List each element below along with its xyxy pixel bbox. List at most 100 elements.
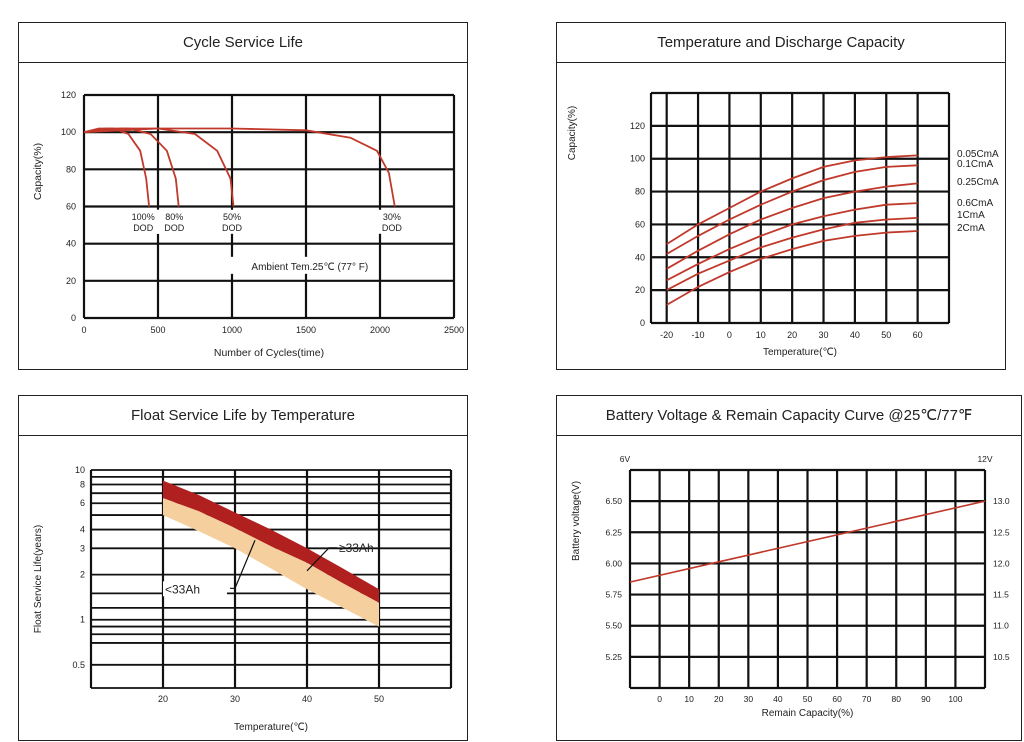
dod-label-bg bbox=[373, 209, 414, 234]
x-tick-label: 20 bbox=[714, 694, 724, 704]
x-tick-label: 50 bbox=[374, 694, 384, 704]
y-tick-label: 5.75 bbox=[605, 590, 622, 600]
voltage-capacity-chart: 0 10 20 30 40 50 60 70 80 90 100 5.25 5.50 5.75 6.00 6.… bbox=[571, 454, 1010, 719]
x-tick-label: 1000 bbox=[222, 325, 242, 335]
y2-tick-label: 11.0 bbox=[993, 621, 1009, 631]
y2-tick-label: 10.5 bbox=[993, 652, 1010, 662]
x-tick-label: 2000 bbox=[370, 325, 390, 335]
y-tick-label: 2 bbox=[80, 570, 85, 580]
y-tick-label: 5.25 bbox=[605, 652, 622, 662]
x-tick-label: 60 bbox=[913, 330, 923, 340]
dod-label-bg bbox=[156, 209, 197, 234]
x-tick-label: 30 bbox=[819, 330, 829, 340]
chart-title: Temperature and Discharge Capacity bbox=[557, 23, 1005, 63]
dod-label-bg bbox=[214, 209, 254, 234]
y-tick-label: 80 bbox=[635, 187, 645, 197]
temp-capacity-chart: -20 -10 0 10 20 30 40 50 60 0 20 40 60 80 100 120 0.05Cm… bbox=[567, 91, 999, 358]
y-tick-label: 60 bbox=[635, 219, 645, 229]
x-tick-label: -20 bbox=[660, 330, 673, 340]
series-line-100dod bbox=[83, 127, 150, 207]
x-tick-label: 20 bbox=[787, 330, 797, 340]
float-life-panel: Float Service Life by Temperature 20 30 40… bbox=[18, 395, 468, 741]
ambient-annotation: Ambient Tem.25℃ (77° F) bbox=[251, 262, 368, 273]
x-tick-label: 1500 bbox=[296, 325, 316, 335]
voltage-line bbox=[629, 500, 986, 583]
dod-label: DOD bbox=[164, 223, 185, 233]
legend-entry: 1CmA bbox=[957, 210, 985, 221]
dod-label: 30% bbox=[383, 212, 401, 222]
x-tick-label: 50 bbox=[881, 330, 891, 340]
x-tick-label: 0 bbox=[81, 325, 86, 335]
x-tick-label: 100 bbox=[948, 694, 962, 704]
voltage-capacity-panel: Battery Voltage & Remain Capacity Curve … bbox=[556, 395, 1022, 741]
cycle-life-panel: Cycle Service Life 0 500 1000 1500 2000 2500 0… bbox=[18, 22, 468, 370]
x-tick-label: 80 bbox=[892, 694, 902, 704]
x-tick-label: 60 bbox=[832, 694, 842, 704]
y-tick-label: 5.50 bbox=[605, 621, 622, 631]
x-tick-label: 500 bbox=[150, 325, 165, 335]
x-tick-label: 70 bbox=[862, 694, 872, 704]
legend-entry: 0.1CmA bbox=[957, 159, 993, 170]
y-tick-label: 20 bbox=[66, 276, 76, 286]
y-tick-label: 80 bbox=[66, 164, 76, 174]
y2-tick-label: 12.0 bbox=[993, 558, 1010, 568]
y-tick-label: 40 bbox=[66, 239, 76, 249]
x-tick-label: 50 bbox=[803, 694, 813, 704]
x-axis-label: Temperature(℃) bbox=[234, 722, 308, 733]
x-tick-label: 10 bbox=[756, 330, 766, 340]
callout-line bbox=[306, 547, 337, 572]
x-tick-label: 2500 bbox=[444, 325, 464, 335]
right-unit-label: 12V bbox=[977, 454, 992, 464]
legend-entry: 0.6CmA bbox=[957, 198, 993, 209]
dod-label: 100% bbox=[132, 212, 155, 222]
callout-label: <33Ah bbox=[165, 582, 200, 596]
dod-label: 80% bbox=[165, 212, 183, 222]
x-axis-label: Number of Cycles(time) bbox=[214, 347, 324, 359]
x-axis-label: Temperature(℃) bbox=[763, 347, 837, 358]
chart-title: Float Service Life by Temperature bbox=[19, 396, 467, 436]
series-line-01cma bbox=[666, 164, 918, 255]
y2-tick-label: 11.5 bbox=[993, 590, 1009, 600]
x-tick-label: 30 bbox=[230, 694, 240, 704]
x-tick-label: 90 bbox=[921, 694, 931, 704]
dod-label: DOD bbox=[222, 223, 243, 233]
y-tick-label: 120 bbox=[630, 121, 645, 131]
x-tick-label: 10 bbox=[684, 694, 694, 704]
y-axis-label: Capacity(%) bbox=[32, 143, 44, 200]
band-lt33ah bbox=[163, 498, 379, 627]
callout-bg bbox=[163, 581, 227, 597]
legend-entry: 0.05CmA bbox=[957, 149, 999, 160]
y2-tick-label: 12.5 bbox=[993, 527, 1010, 537]
series-line-06cma bbox=[666, 202, 918, 282]
x-tick-label: 40 bbox=[302, 694, 312, 704]
y-tick-label: 100 bbox=[630, 154, 645, 164]
x-axis-label: Remain Capacity(%) bbox=[762, 708, 854, 719]
x-tick-label: 0 bbox=[657, 694, 662, 704]
y-tick-label: 100 bbox=[61, 127, 76, 137]
y-tick-label: 0.5 bbox=[72, 660, 85, 670]
y-tick-label: 120 bbox=[61, 90, 76, 100]
y2-tick-label: 13.0 bbox=[993, 496, 1010, 506]
legend-entry: 2CmA bbox=[957, 223, 985, 234]
y-tick-label: 40 bbox=[635, 252, 645, 262]
cycle-life-chart: 0 500 1000 1500 2000 2500020406080100120100%D… bbox=[32, 90, 464, 359]
series-line-50dod bbox=[83, 127, 235, 207]
series-line-025cma bbox=[666, 182, 918, 270]
y-tick-label: 6.25 bbox=[605, 527, 622, 537]
chart-title: Cycle Service Life bbox=[19, 23, 467, 63]
chart-title: Battery Voltage & Remain Capacity Curve … bbox=[557, 396, 1021, 436]
x-tick-label: -10 bbox=[692, 330, 705, 340]
y-axis-label: Capacity(%) bbox=[567, 106, 578, 160]
y-tick-label: 3 bbox=[80, 543, 85, 553]
callout-label: ≥33Ah bbox=[339, 541, 374, 555]
x-tick-label: 30 bbox=[744, 694, 754, 704]
float-life-chart: 20 30 40 50 0.5 1 2 3 4 6 8 10 ≥33Ah <33Ah Temperature… bbox=[33, 465, 453, 733]
x-tick-label: 0 bbox=[727, 330, 732, 340]
y-tick-label: 20 bbox=[635, 285, 645, 295]
y-tick-label: 6.50 bbox=[605, 496, 622, 506]
y-tick-label: 1 bbox=[80, 615, 85, 625]
band-ge33ah bbox=[163, 480, 379, 603]
y-tick-label: 6.00 bbox=[605, 558, 622, 568]
y-tick-label: 60 bbox=[66, 202, 76, 212]
y-tick-label: 4 bbox=[80, 525, 85, 535]
